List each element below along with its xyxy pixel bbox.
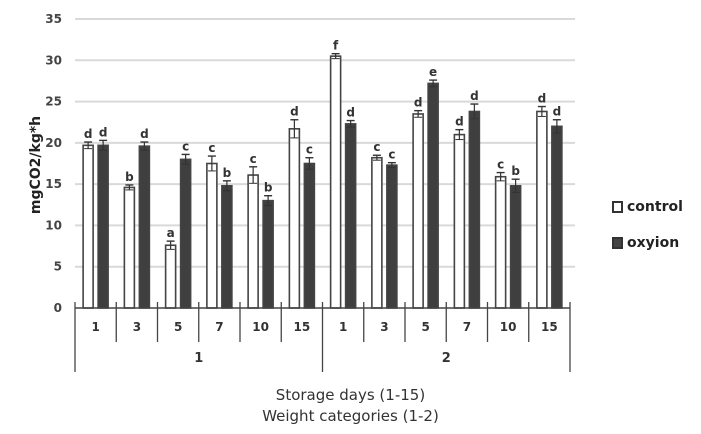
significance-letter: c [373, 140, 380, 154]
x-tick-label: 15 [541, 320, 558, 334]
y-tick-label: 20 [45, 136, 62, 150]
x-tick-label: 5 [421, 320, 429, 334]
bar-control [206, 162, 218, 309]
significance-letter: e [429, 65, 437, 79]
x-tick-label: 5 [174, 320, 182, 334]
y-axis-label: mgCO2/kg*h [28, 116, 44, 214]
bar-control [288, 128, 301, 309]
significance-letter: d [470, 89, 479, 103]
oxyion-swatch-icon [612, 237, 623, 249]
legend-label-oxyion: oxyion [627, 235, 680, 251]
bar-oxyion [509, 184, 522, 309]
y-axis-ticks: 0 5 10 15 20 25 30 35 [45, 12, 62, 315]
y-tick-label: 25 [45, 95, 62, 109]
bar-control [329, 55, 342, 309]
x-tick-label: 3 [133, 320, 141, 334]
bar-control [536, 110, 548, 309]
bar-oxyion [344, 123, 357, 309]
bar-control [371, 156, 383, 309]
bar-oxyion [179, 158, 192, 309]
significance-letter: a [167, 226, 175, 240]
legend-item-control: control [612, 196, 683, 218]
significance-letter: b [264, 181, 273, 195]
bar-oxyion [262, 199, 274, 309]
significance-letter: d [553, 105, 562, 119]
significance-letter: d [455, 115, 464, 129]
legend-label-control: control [627, 199, 683, 215]
significance-letter: d [84, 127, 93, 141]
significance-letter: d [414, 96, 423, 110]
x-tick-label: 10 [252, 320, 269, 334]
significance-letter: b [223, 166, 232, 180]
significance-letter: d [140, 127, 149, 141]
x-tick-label: 7 [463, 320, 471, 334]
bar-oxyion [427, 82, 439, 309]
significance-letter: d [99, 125, 108, 139]
x-tick-label: 1 [91, 320, 99, 334]
significance-letter: c [208, 141, 215, 155]
significance-letter: f [333, 39, 339, 53]
significance-letter: c [306, 143, 313, 157]
significance-letter: c [388, 148, 395, 162]
x-axis-title-days: Storage days (1-15) [275, 386, 426, 404]
group-label: 2 [442, 351, 451, 366]
group-label: 1 [194, 351, 203, 366]
significance-letter: c [497, 158, 504, 172]
control-swatch-icon [612, 201, 623, 213]
x-axis-title-weight: Weight categories (1-2) [262, 407, 439, 425]
significance-letter: d [538, 92, 547, 106]
bar-control [494, 175, 507, 309]
gridlines [75, 18, 575, 268]
x-tick-label: 15 [294, 320, 311, 334]
bar-control [453, 133, 466, 309]
bar-control [164, 244, 177, 309]
bar-control [412, 113, 424, 309]
y-tick-label: 5 [54, 260, 62, 274]
y-tick-label: 35 [45, 12, 62, 26]
significance-letter: b [511, 164, 520, 178]
significance-letter: d [346, 106, 355, 120]
x-tick-label: 10 [500, 320, 517, 334]
bar-oxyion [138, 145, 151, 309]
bar-oxyion [221, 184, 233, 309]
legend: control oxyion [612, 196, 683, 268]
significance-letter: d [290, 105, 299, 119]
x-axis: 1 3 5 7 10 15 1 1 3 5 7 10 15 2 [74, 302, 571, 372]
significance-letter: c [182, 139, 189, 153]
y-tick-label: 0 [54, 301, 62, 315]
bar-oxyion [386, 164, 398, 309]
bar-oxyion [97, 144, 109, 309]
legend-item-oxyion: oxyion [612, 232, 683, 254]
bar-control [123, 186, 136, 309]
x-tick-label: 7 [215, 320, 223, 334]
y-tick-label: 30 [45, 53, 62, 67]
bar-control [82, 144, 94, 309]
bar-oxyion [303, 162, 316, 309]
significance-letter: c [250, 152, 257, 166]
x-tick-label: 3 [380, 320, 388, 334]
bar-oxyion [551, 125, 563, 309]
x-tick-label: 1 [339, 320, 347, 334]
bar-control [247, 174, 259, 309]
y-tick-label: 10 [45, 218, 62, 232]
significance-letter: b [125, 170, 134, 184]
y-tick-label: 15 [45, 177, 62, 191]
bar-oxyion [468, 110, 481, 309]
